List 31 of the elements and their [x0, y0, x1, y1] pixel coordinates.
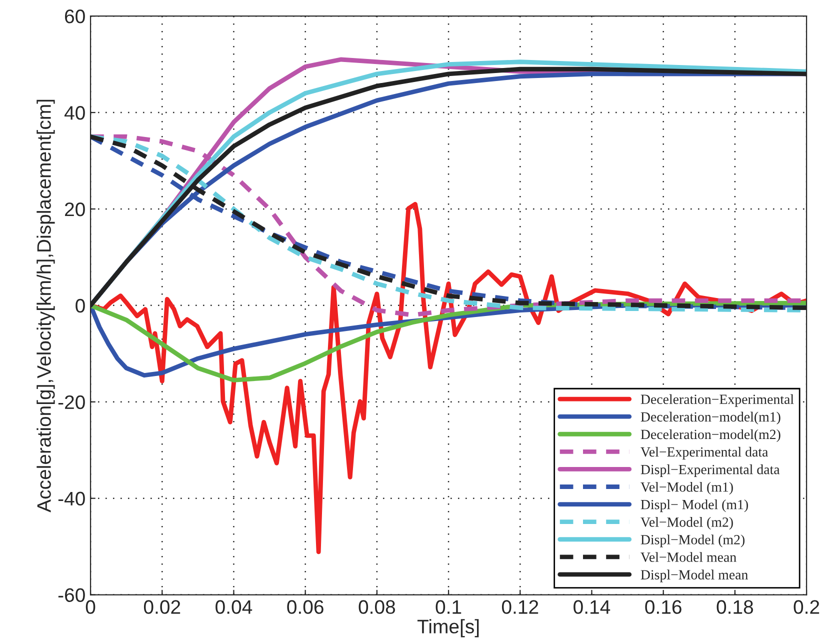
x-tick-label: 0.2	[794, 600, 820, 614]
legend-label: Displ− Model (m1)	[640, 500, 748, 512]
y-tick-label: -20	[58, 395, 85, 410]
legend-label: Vel−Experimental data	[640, 446, 768, 460]
y-tick-label: 40	[64, 106, 85, 120]
y-tick-label: 0	[76, 298, 85, 313]
legend-label: Displ−Model mean	[640, 570, 748, 582]
legend-label: Deceleration−Experimental	[640, 394, 794, 407]
x-tick-label: 0.14	[574, 600, 610, 614]
legend-label: Deceleration−model(m1)	[640, 412, 780, 424]
x-tick-label: 0.06	[287, 600, 324, 614]
legend-label: Deceleration−model(m2)	[640, 429, 780, 442]
legend-label: Displ−Model (m2)	[640, 534, 744, 548]
legend-label: Vel−Model mean	[640, 552, 736, 562]
y-tick-label: 20	[65, 202, 85, 216]
legend-label: Vel−Model (m2)	[640, 517, 733, 530]
y-tick-label: 60	[65, 10, 85, 24]
x-tick-label: 0.1	[436, 600, 462, 614]
x-tick-label: 0.18	[716, 600, 754, 614]
x-tick-label: 0.16	[645, 600, 682, 614]
x-tick-label: 0.08	[358, 600, 396, 614]
x-tick-label: 0.04	[216, 600, 252, 614]
y-axis-title: Acceleration[g],Velocity[km/h],Displacement[cm]	[36, 100, 55, 512]
legend-label: Displ−Experimental data	[640, 464, 780, 478]
x-tick-label: 0.02	[144, 600, 180, 614]
x-tick-label: 0	[86, 600, 96, 614]
legend-label: Vel−Model (m1)	[640, 482, 733, 495]
y-tick-label: -40	[58, 492, 85, 506]
x-axis-title: Time[s]	[417, 619, 479, 638]
x-tick-label: 0.12	[502, 600, 538, 614]
y-tick-label: -60	[58, 588, 85, 602]
